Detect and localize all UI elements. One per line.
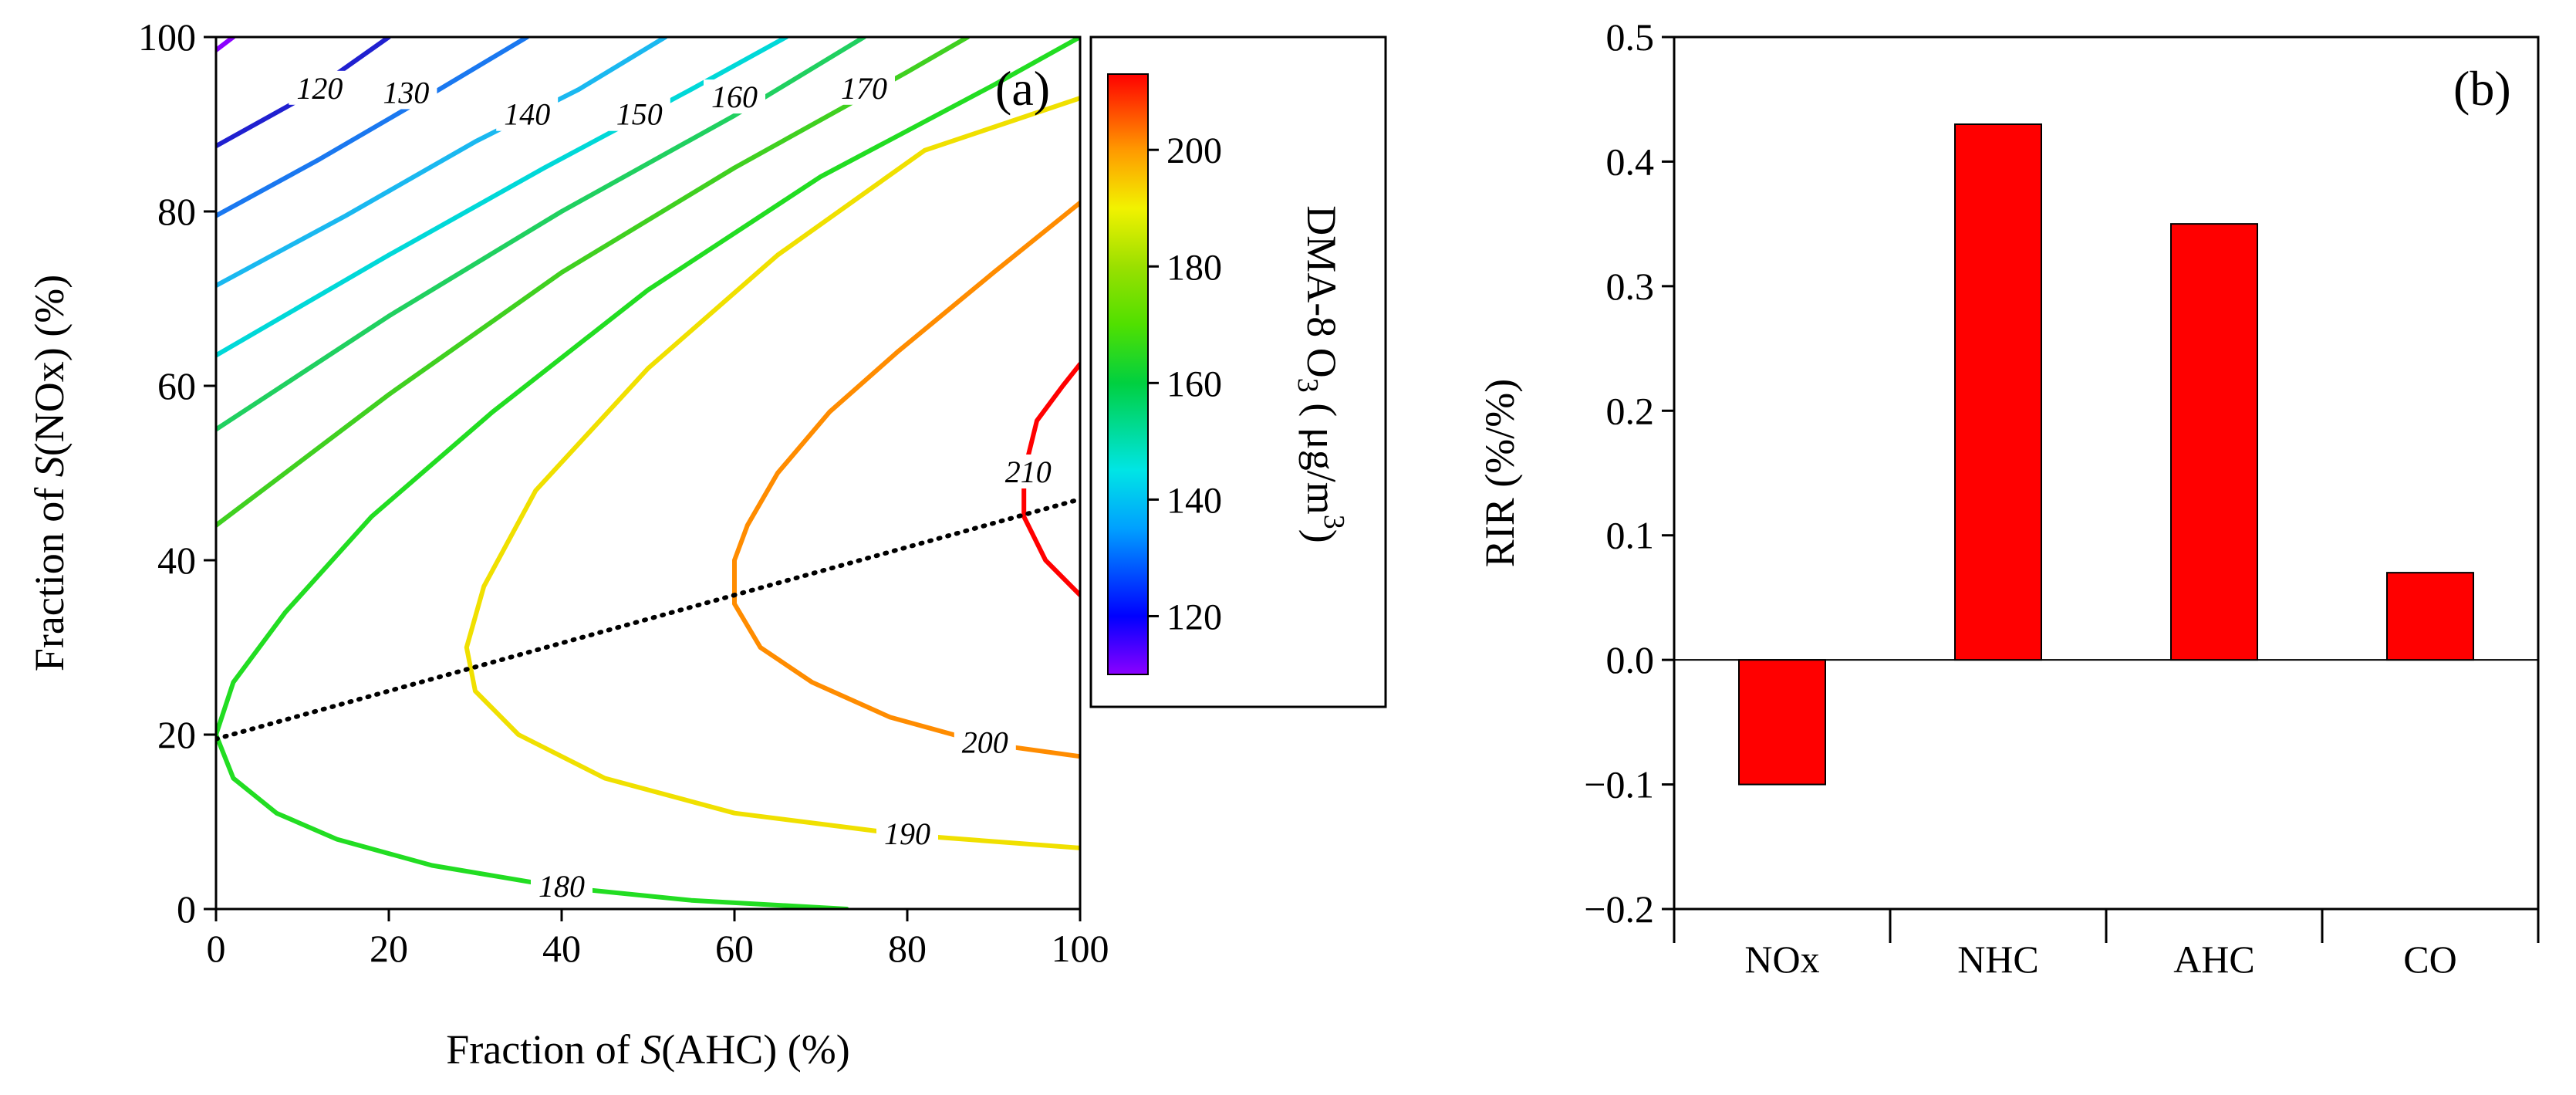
- contour-label-200: 200: [962, 725, 1008, 759]
- y-tick-label-b: 0.1: [1606, 514, 1655, 557]
- contour-label-bg: [496, 96, 559, 131]
- x-tick-label: 0: [207, 927, 226, 970]
- colorbar-tick-label: 180: [1166, 247, 1222, 288]
- x-axis-label-a: Fraction of S(AHC) (%): [446, 1026, 849, 1073]
- bar-ahc: [2170, 223, 2258, 661]
- category-label-nox: NOx: [1744, 938, 1819, 981]
- contour-line-210: [1021, 361, 1080, 598]
- y-tick-label-b: 0.0: [1606, 638, 1655, 681]
- x-tick-label: 40: [542, 927, 581, 970]
- contour-label-bg: [608, 96, 670, 131]
- colorbar-tick-label: 140: [1166, 480, 1222, 521]
- panel-label-b: (b): [2453, 61, 2511, 116]
- x-tick-label: 100: [1052, 927, 1109, 970]
- bar-chart-panel: −0.2 −0.1 0.0 0.1 0.2 0.3 0.4 0.5 NOx NHC AHC CO (…: [1584, 15, 2540, 981]
- colorbar-title: DMA-8 O3 ( μg/m3): [1291, 205, 1350, 542]
- y-tick-label: 20: [157, 713, 196, 756]
- x-tick-label: 20: [370, 927, 408, 970]
- y-tick-label-b: −0.1: [1584, 763, 1654, 806]
- contour-label-160: 160: [711, 79, 758, 114]
- y-axis-label-a: Fraction of S(NOx) (%): [26, 275, 73, 671]
- y-axis-label-b: RIR (%/%): [1477, 379, 1523, 567]
- contour-label-bg: [876, 816, 938, 850]
- y-tick-label-b: 0.4: [1606, 140, 1655, 183]
- x-tick-label: 60: [715, 927, 754, 970]
- plot-frame-a: [214, 35, 1082, 911]
- y-tick-label-b: 0.2: [1606, 389, 1655, 432]
- dotted-ratio-line: [216, 496, 1080, 742]
- colorbar-ticks: 120 140 160 180 200: [1148, 130, 1222, 637]
- category-label-nhc: NHC: [1957, 938, 2039, 981]
- contour-line-170: [216, 37, 971, 528]
- contour-label-bg: [531, 868, 593, 903]
- contour-label-bg: [375, 75, 437, 110]
- contour-label-140: 140: [504, 97, 550, 132]
- y-tick-label: 80: [157, 190, 196, 233]
- contour-label-210: 210: [1005, 455, 1052, 489]
- contour-line-160: [216, 37, 866, 432]
- contour-line-180: [216, 37, 1080, 909]
- y-axis-ticks-a: 0 20 40 60 80 100: [138, 15, 216, 931]
- colorbar-tick-label: 160: [1166, 363, 1222, 404]
- bar-nox: [1738, 659, 1826, 786]
- colorbar-gradient: [1107, 73, 1149, 675]
- contour-label-bg: [289, 70, 351, 105]
- category-label-co: CO: [2403, 938, 2456, 981]
- bar-nhc: [1954, 123, 2042, 661]
- contour-label-bg: [704, 79, 765, 114]
- contour-label-bg: [954, 725, 1016, 759]
- y-tick-label-b: −0.2: [1584, 887, 1654, 931]
- contour-label-bg: [997, 455, 1059, 488]
- y-tick-label: 60: [157, 364, 196, 407]
- contour-line-150: [216, 37, 789, 358]
- contour-label-180: 180: [538, 869, 585, 904]
- y-axis-ticks-b: −0.2 −0.1 0.0 0.1 0.2 0.3 0.4 0.5: [1584, 15, 1674, 931]
- contour-label-190: 190: [884, 816, 930, 851]
- x-axis-categories-b: NOx NHC AHC CO: [1673, 909, 2540, 981]
- y-tick-label: 0: [177, 887, 196, 931]
- colorbar: 120 140 160 180 200 DMA-8 O3 ( μg/m3): [1089, 35, 1387, 708]
- bar-co: [2386, 572, 2474, 661]
- contour-line-200: [732, 200, 1080, 759]
- contour-label-170: 170: [841, 71, 887, 106]
- y-tick-label: 40: [157, 539, 196, 582]
- x-axis-ticks-a: 0 20 40 60 80 100: [207, 909, 1109, 970]
- panel-label-a: (a): [995, 61, 1050, 116]
- colorbar-tick-label: 200: [1166, 130, 1222, 171]
- contour-label-150: 150: [616, 97, 663, 132]
- contour-line-190: [464, 96, 1080, 850]
- contour-lines: 120 130 140 150 160 170 180 190 200 210: [216, 37, 1080, 909]
- contour-line-140: [216, 37, 668, 289]
- y-tick-label-b: 0.3: [1606, 265, 1655, 308]
- bars: [1738, 123, 2474, 786]
- y-tick-label-b: 0.5: [1606, 15, 1655, 59]
- category-label-ahc: AHC: [2173, 938, 2255, 981]
- contour-line-130: [216, 37, 530, 218]
- contour-label-120: 120: [296, 71, 343, 106]
- contour-label-130: 130: [383, 75, 429, 110]
- x-tick-label: 80: [888, 927, 927, 970]
- contour-label-bg: [833, 70, 895, 105]
- y-tick-label: 100: [138, 15, 196, 59]
- colorbar-tick-label: 120: [1166, 597, 1222, 637]
- contour-line-110: [216, 37, 236, 52]
